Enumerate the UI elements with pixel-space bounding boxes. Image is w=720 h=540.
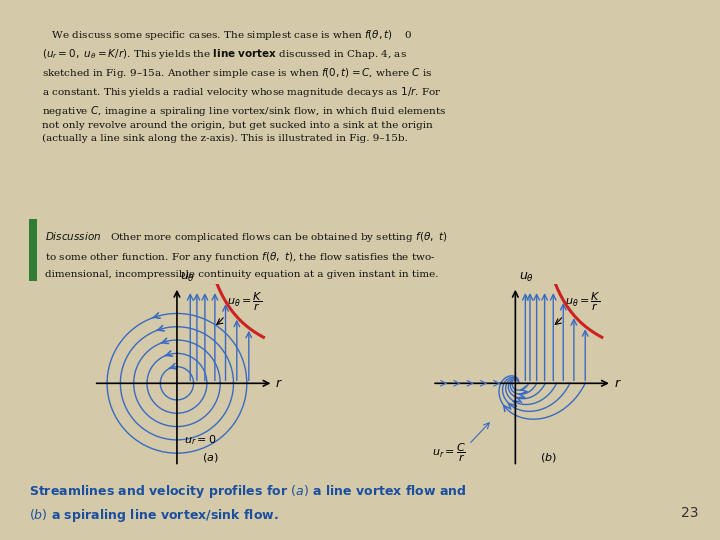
Text: $u_r = \dfrac{C}{r}$: $u_r = \dfrac{C}{r}$ <box>432 442 466 464</box>
Text: $u_\theta$: $u_\theta$ <box>518 271 534 284</box>
Text: $u_r = 0$: $u_r = 0$ <box>184 433 217 447</box>
Text: $\it{Discussion}$   Other more complicated flows can be obtained by setting $f(\: $\it{Discussion}$ Other more complicated… <box>45 230 448 244</box>
Bar <box>29 219 37 281</box>
Text: $(b)$: $(b)$ <box>540 451 557 464</box>
Text: We discuss some specific cases. The simplest case is when $f(\theta, t)$    0
$(: We discuss some specific cases. The simp… <box>42 28 446 143</box>
Text: to some other function. For any function $f(\theta,\ t)$, the flow satisfies the: to some other function. For any function… <box>45 249 436 264</box>
Text: Streamlines and velocity profiles for $(a)$ a line vortex flow and
$(b)$ a spira: Streamlines and velocity profiles for $(… <box>29 483 467 524</box>
Text: $r$: $r$ <box>276 377 283 390</box>
Text: $u_\theta = \dfrac{K}{r}$: $u_\theta = \dfrac{K}{r}$ <box>227 291 263 313</box>
Text: $(a)$: $(a)$ <box>202 451 218 464</box>
Text: dimensional, incompressible continuity equation at a given instant in time.: dimensional, incompressible continuity e… <box>45 269 439 279</box>
Text: 23: 23 <box>681 506 698 520</box>
Text: $r$: $r$ <box>614 377 621 390</box>
Text: $u_\theta$: $u_\theta$ <box>180 271 195 284</box>
Text: $u_\theta = \dfrac{K}{r}$: $u_\theta = \dfrac{K}{r}$ <box>565 291 601 313</box>
